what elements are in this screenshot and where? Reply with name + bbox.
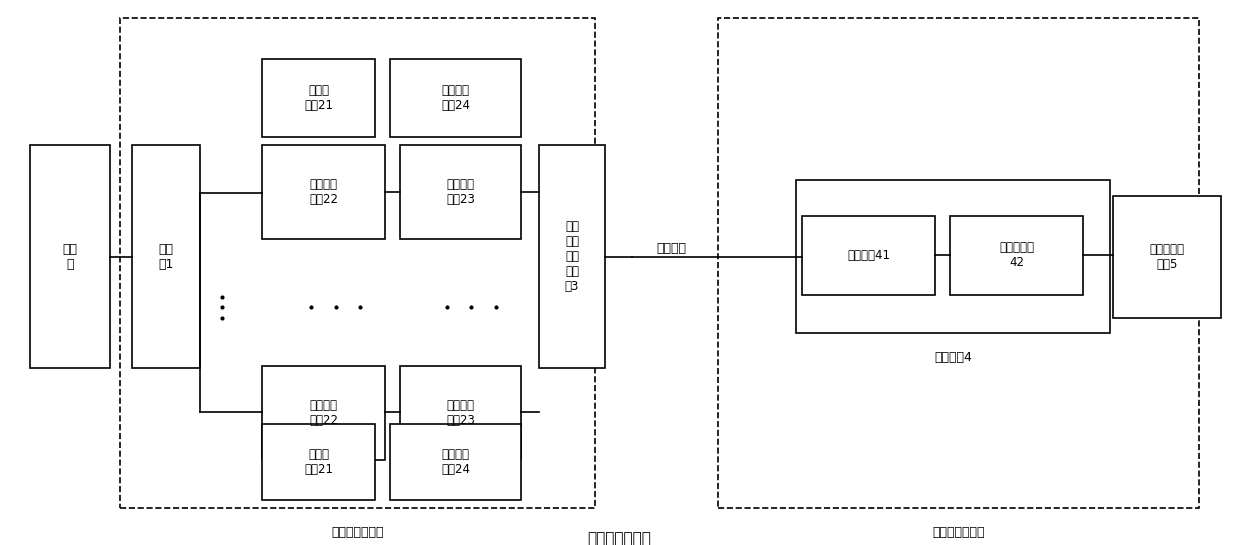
FancyBboxPatch shape (261, 366, 385, 459)
Text: 光功率调
整器23: 光功率调 整器23 (446, 178, 475, 206)
FancyBboxPatch shape (400, 145, 520, 239)
FancyBboxPatch shape (950, 216, 1083, 295)
Text: 光信号接收系统: 光信号接收系统 (331, 526, 384, 538)
FancyBboxPatch shape (390, 424, 520, 500)
Text: 信号发
生器21: 信号发 生器21 (304, 84, 333, 112)
FancyBboxPatch shape (802, 216, 935, 295)
Text: 光接收器4: 光接收器4 (934, 350, 973, 364)
FancyBboxPatch shape (30, 145, 110, 368)
FancyBboxPatch shape (390, 59, 520, 137)
Text: 直流偏置
电源24: 直流偏置 电源24 (441, 84, 470, 112)
Text: 光信号调
制器22: 光信号调 制器22 (309, 178, 338, 206)
Text: 光信号接收系统: 光信号接收系统 (933, 526, 985, 538)
FancyBboxPatch shape (400, 366, 520, 459)
Text: 光探测器41: 光探测器41 (847, 249, 890, 262)
FancyBboxPatch shape (539, 145, 605, 368)
Text: 光功率调
整器23: 光功率调 整器23 (446, 399, 475, 427)
Text: 多芯
光纤
扇入
耦合
器3: 多芯 光纤 扇入 耦合 器3 (565, 220, 579, 293)
Text: 信号解调处
理器5: 信号解调处 理器5 (1150, 243, 1184, 271)
Text: 光信号通信系统: 光信号通信系统 (587, 531, 652, 545)
FancyBboxPatch shape (261, 59, 375, 137)
FancyBboxPatch shape (261, 145, 385, 239)
Text: 激光
器: 激光 器 (62, 243, 78, 271)
FancyBboxPatch shape (133, 145, 201, 368)
FancyBboxPatch shape (1113, 196, 1222, 318)
Text: 模数转换器
42: 模数转换器 42 (999, 241, 1035, 269)
Text: 直流偏置
电源24: 直流偏置 电源24 (441, 448, 470, 476)
FancyBboxPatch shape (261, 424, 375, 500)
Text: 光信号调
制器22: 光信号调 制器22 (309, 399, 338, 427)
Text: 分束
器1: 分束 器1 (159, 243, 173, 271)
FancyBboxPatch shape (719, 18, 1199, 508)
Text: 多芯光纤: 多芯光纤 (657, 243, 686, 256)
FancyBboxPatch shape (120, 18, 595, 508)
Text: 信号发
生器21: 信号发 生器21 (304, 448, 333, 476)
